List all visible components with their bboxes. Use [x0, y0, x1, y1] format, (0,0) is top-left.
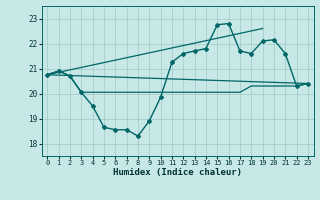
X-axis label: Humidex (Indice chaleur): Humidex (Indice chaleur)	[113, 168, 242, 177]
